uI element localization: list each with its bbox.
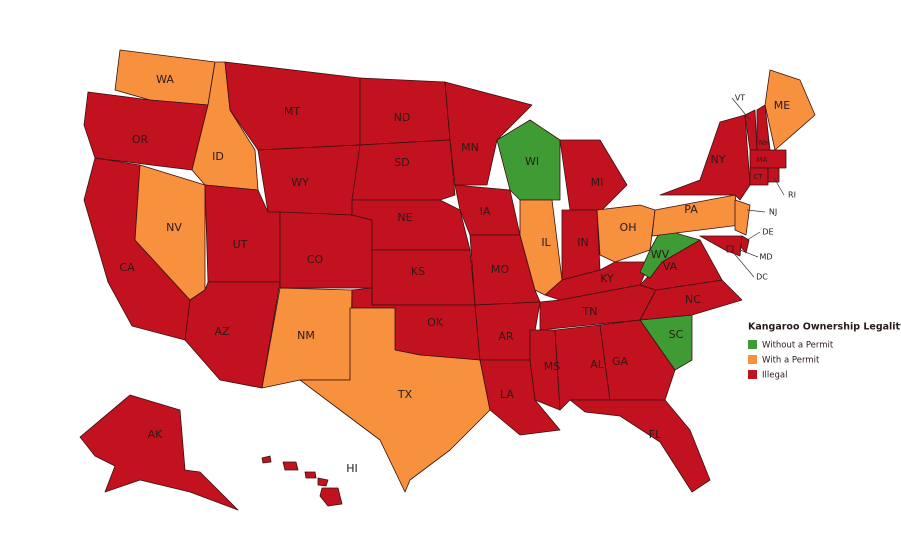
- state-label: HI: [346, 462, 358, 475]
- state-label: LA: [500, 388, 514, 401]
- state-shape: [639, 227, 701, 279]
- state-shape: [659, 114, 751, 201]
- state-label: WY: [291, 176, 309, 189]
- state-label: CA: [119, 261, 135, 274]
- state-shape: [351, 139, 456, 201]
- state-shape: [749, 149, 787, 169]
- state-label: TX: [397, 388, 413, 401]
- legend-label: With a Permit: [762, 356, 820, 366]
- state-shape: [83, 91, 209, 171]
- state-label: NJ: [769, 208, 777, 217]
- state-label: NV: [166, 221, 182, 234]
- legend: Kangaroo Ownership Legality Without a Pe…: [748, 322, 901, 381]
- legend-label: Without a Permit: [762, 341, 834, 351]
- leader-line: [746, 231, 761, 241]
- state-label: AK: [148, 428, 164, 441]
- state-label: TN: [582, 305, 598, 318]
- state-label: WA: [156, 73, 174, 86]
- state-label: OR: [132, 133, 149, 146]
- legend-swatch: [748, 355, 757, 364]
- leader-line: [731, 250, 755, 278]
- state-label: AZ: [214, 325, 230, 338]
- leader-line: [731, 97, 751, 121]
- state-shape: [319, 487, 343, 507]
- legend-title: Kangaroo Ownership Legality: [748, 322, 901, 333]
- state-labels: WA OR CA ID NV MT WY UT AZ CO NM ND SD NE KS OK TX MN IA MO…: [119, 73, 796, 475]
- state-label: ND: [394, 111, 411, 124]
- state-label: AR: [498, 330, 514, 343]
- state-label: DC: [756, 273, 768, 282]
- state-shape: [257, 144, 361, 216]
- state-label: RI: [788, 191, 796, 200]
- state-label: MD: [759, 253, 772, 262]
- state-label: IA: [480, 205, 491, 218]
- state-label: IN: [577, 236, 588, 249]
- state-label: DE: [762, 228, 773, 237]
- state-shape: [304, 471, 317, 479]
- state-label: CT: [753, 173, 763, 181]
- state-shape: [184, 281, 281, 389]
- state-label: KY: [600, 272, 614, 285]
- state-label: MN: [461, 141, 479, 154]
- state-label: MT: [284, 105, 300, 118]
- state-label: UT: [233, 238, 248, 251]
- state-label: CO: [307, 253, 324, 266]
- state-shape: [559, 139, 628, 211]
- state-label: MS: [544, 360, 560, 373]
- state-label: SC: [669, 328, 684, 341]
- legend-label: Illegal: [762, 371, 787, 381]
- state-label: VT: [735, 94, 745, 103]
- state-label: NC: [685, 293, 701, 306]
- state-label: VA: [663, 260, 678, 273]
- state-label: MO: [491, 263, 509, 276]
- state-label: FL: [649, 428, 662, 441]
- leader-line: [739, 249, 759, 258]
- state-label: ME: [774, 99, 790, 112]
- state-label: WI: [525, 155, 539, 168]
- leader-line: [746, 209, 766, 213]
- state-label: KS: [411, 265, 425, 278]
- state-shape: [261, 455, 272, 464]
- state-label: ID: [212, 150, 224, 163]
- leader-line: [773, 177, 785, 196]
- state-shape: [496, 119, 561, 201]
- state-label: NH: [759, 139, 770, 147]
- state-label: NY: [711, 153, 726, 166]
- state-shape: [599, 319, 676, 401]
- state-label: AL: [590, 358, 605, 371]
- state-shape: [79, 394, 239, 511]
- state-label: NM: [297, 329, 315, 342]
- state-shape: [299, 307, 491, 493]
- state-label: OK: [427, 316, 444, 329]
- state-shape: [749, 167, 769, 186]
- state-shape: [764, 69, 816, 151]
- state-label: IL: [541, 236, 551, 249]
- state-label: WV: [651, 248, 670, 261]
- legend-swatch: [748, 340, 757, 349]
- state-shape: [317, 477, 329, 487]
- states: [79, 49, 816, 511]
- state-label: NE: [397, 211, 412, 224]
- state-shape: [469, 234, 541, 306]
- state-label: GA: [612, 355, 629, 368]
- state-label: MA: [757, 156, 768, 164]
- state-shape: [569, 399, 711, 493]
- state-shape: [529, 329, 561, 411]
- state-shape: [282, 461, 299, 471]
- state-shape: [444, 81, 533, 186]
- state-shape: [767, 167, 780, 183]
- state-label: PA: [684, 203, 698, 216]
- state-label: SD: [394, 156, 409, 169]
- state-label: MI: [591, 176, 604, 189]
- state-shape: [734, 199, 751, 236]
- legend-swatch: [748, 370, 757, 379]
- state-label: OH: [620, 221, 637, 234]
- state-shape: [279, 211, 373, 289]
